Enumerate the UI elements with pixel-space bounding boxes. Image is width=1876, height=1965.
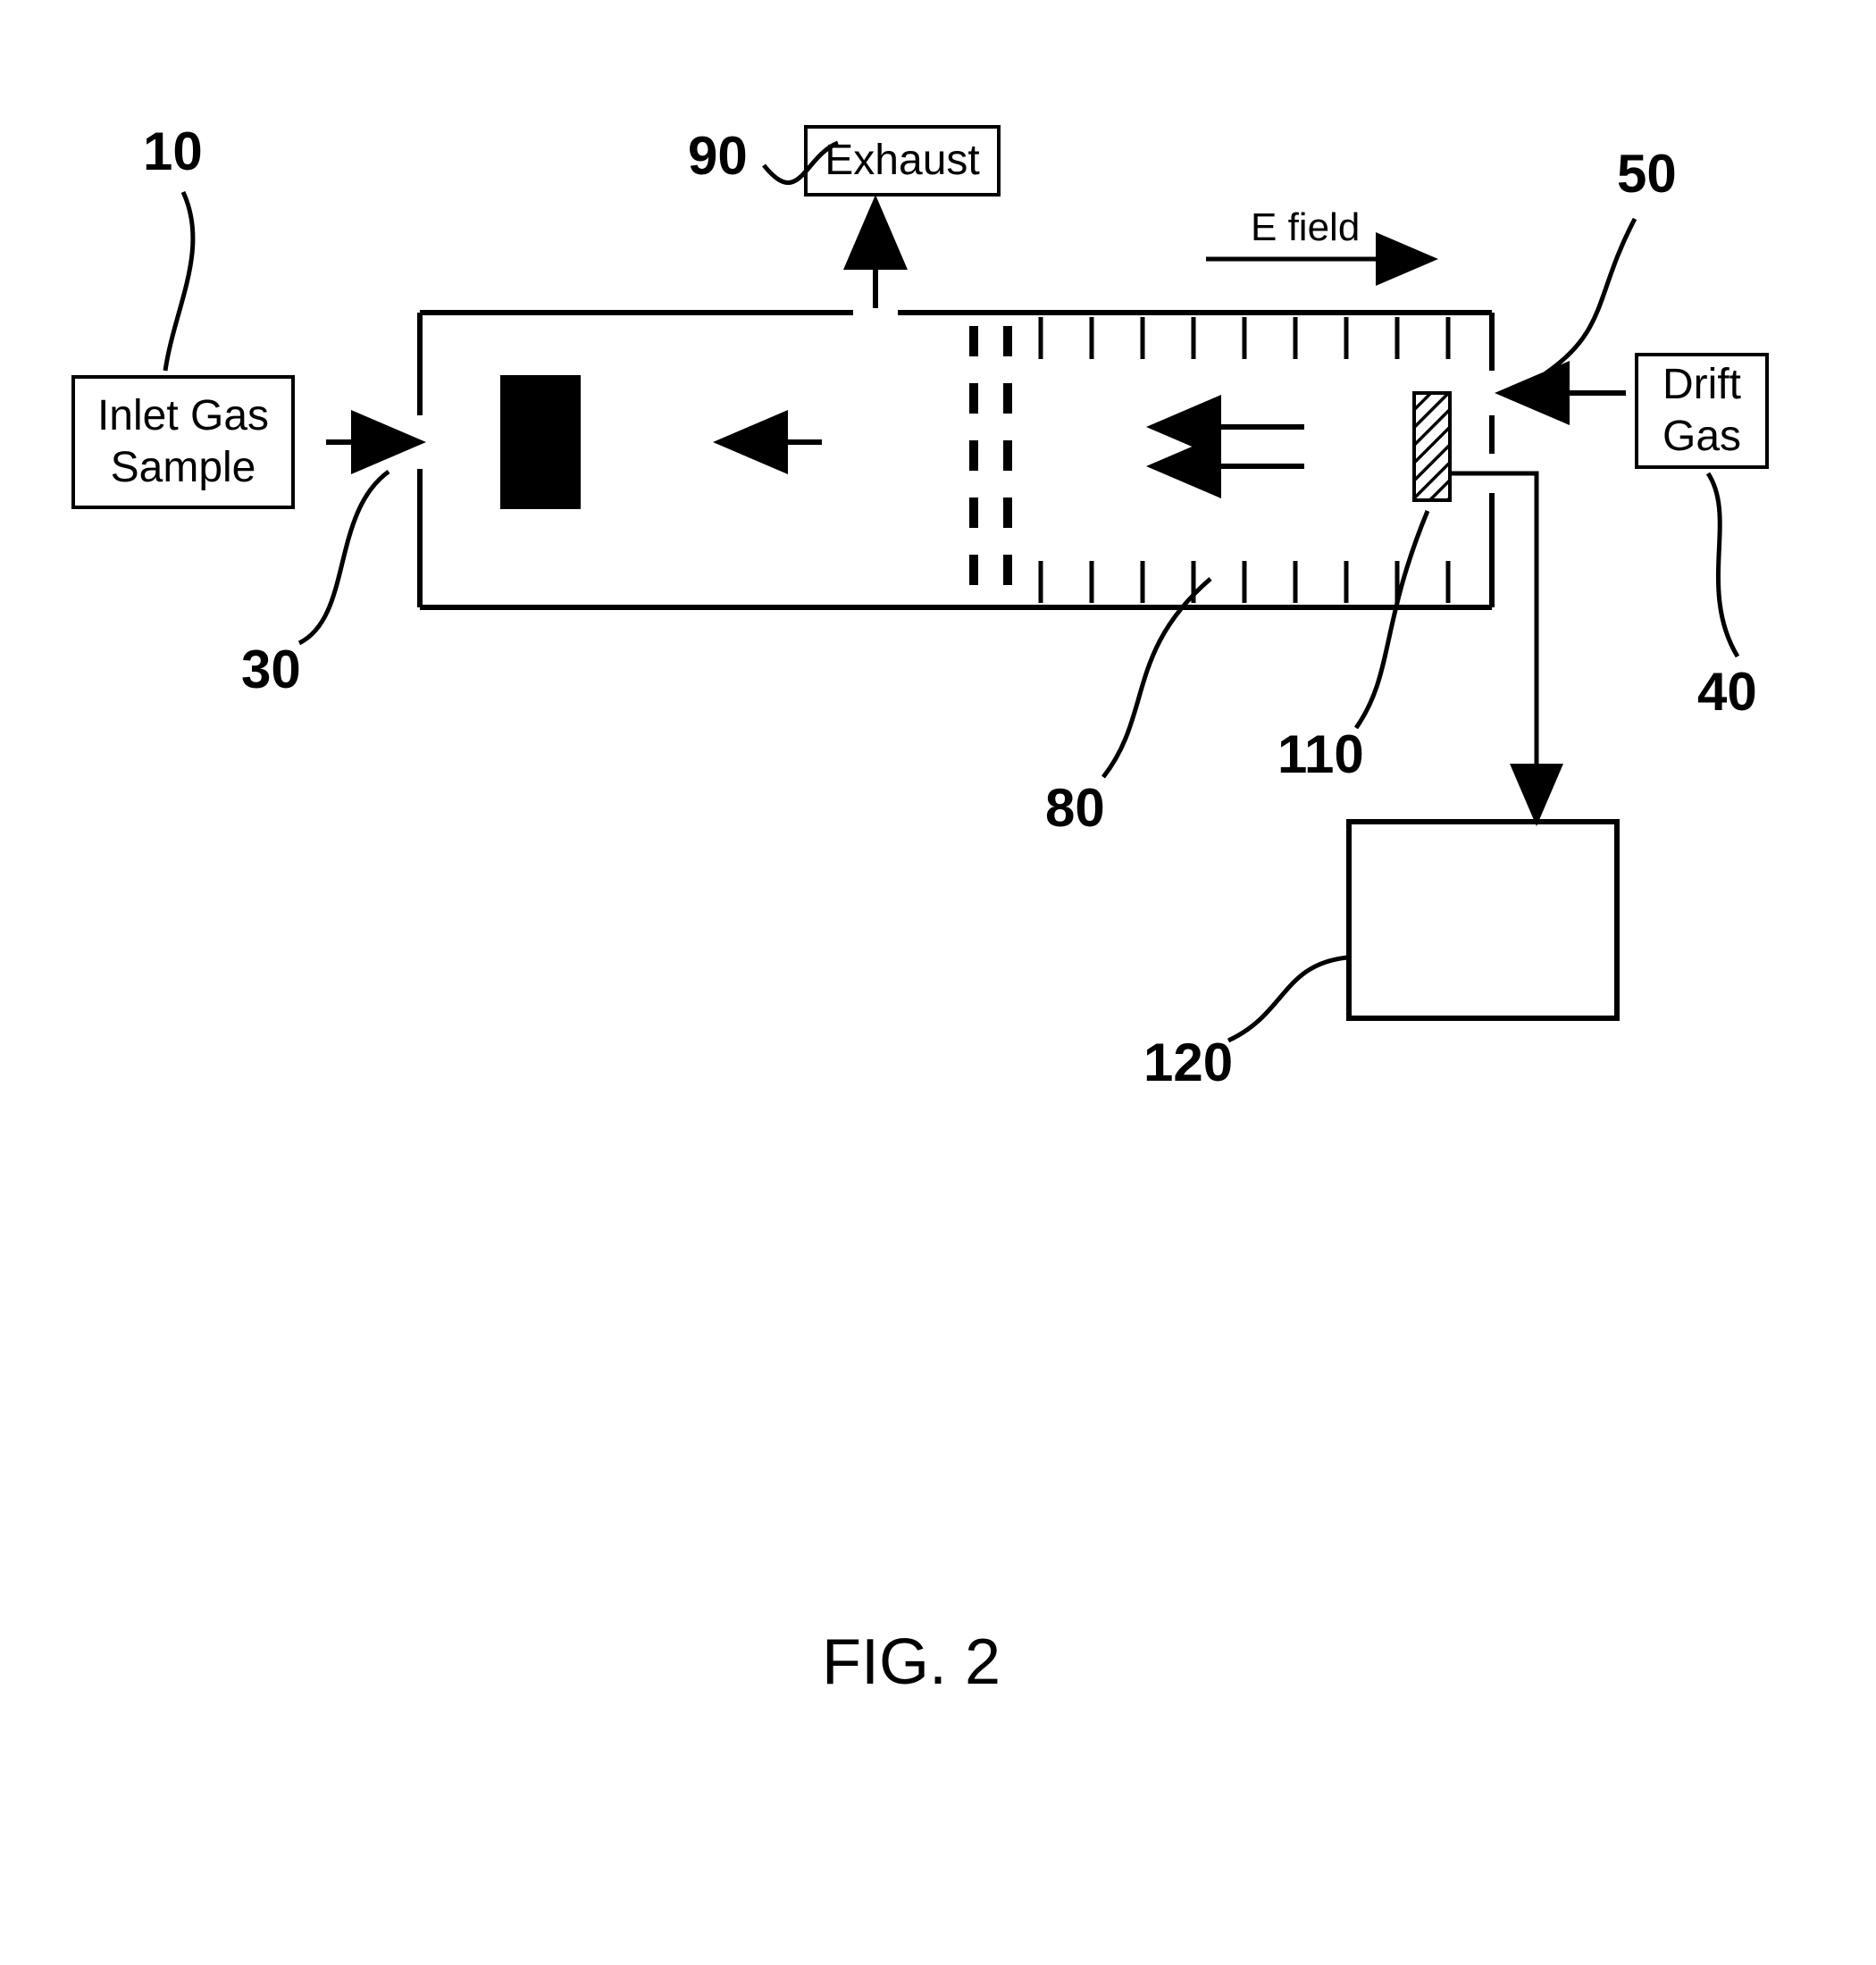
diagram-svg <box>0 0 1876 1965</box>
amplifier-box <box>1349 822 1617 1018</box>
shutter-grid <box>974 326 1008 594</box>
leader-lines <box>165 143 1738 1041</box>
detector <box>1414 393 1450 500</box>
drift-rings-top <box>1041 317 1448 359</box>
drift-rings-bottom <box>1041 561 1448 603</box>
ion-source <box>500 375 581 509</box>
